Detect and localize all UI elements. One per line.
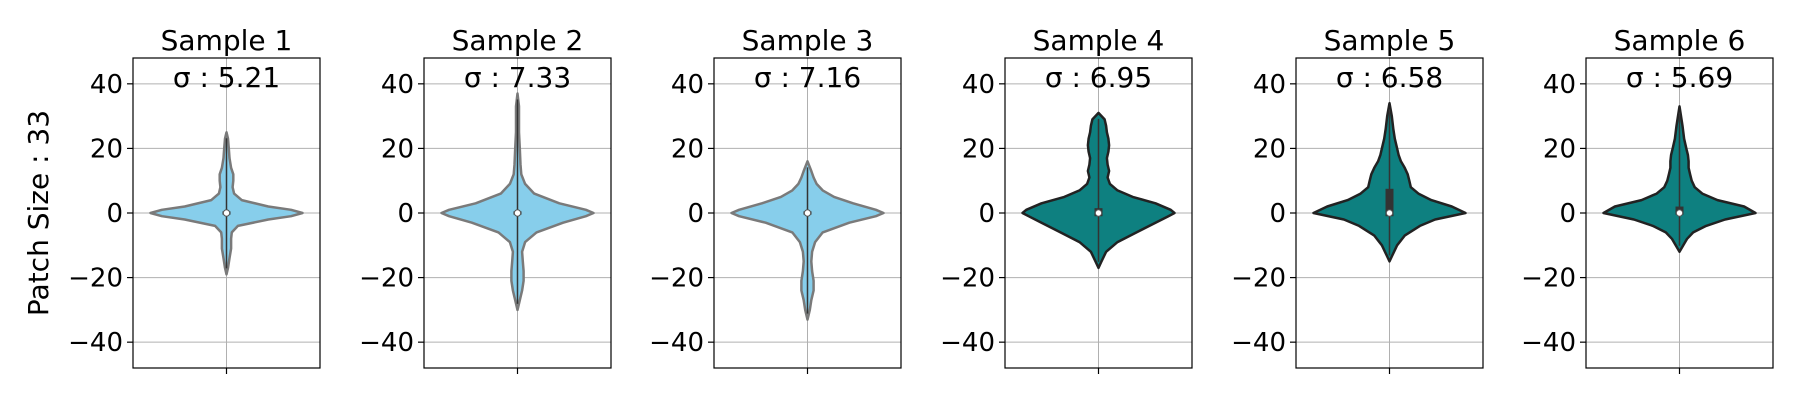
y-tick-label: 0 (1559, 199, 1576, 229)
panel-title: Sample 1 (161, 24, 293, 57)
violin-panel-5: −40 −20 0 20 40 Sample 5 σ : 6.58 (1231, 24, 1484, 374)
y-axis-label: Patch Size : 33 (22, 110, 55, 316)
y-tick-label: −40 (1521, 328, 1576, 358)
y-tick-label: −20 (1521, 264, 1576, 294)
violin-median-marker (222, 209, 231, 217)
sigma-annotation: σ : 5.21 (173, 61, 280, 94)
violin-panels: −40 −20 0 20 40 Sample 1 σ : 5.21 −40 −20 0 20 40 Sa… (68, 24, 1774, 374)
y-tick-label: 20 (962, 134, 995, 164)
y-tick-label: 0 (978, 199, 995, 229)
y-tick-label: −40 (940, 328, 995, 358)
y-tick-label: −40 (649, 328, 704, 358)
y-tick-label: −20 (68, 264, 123, 294)
y-tick-label: 0 (106, 199, 123, 229)
violin-median-marker (1675, 209, 1684, 217)
y-tick-label: 0 (1269, 199, 1286, 229)
violin-median-marker (1385, 209, 1394, 217)
panel-title: Sample 4 (1033, 24, 1165, 57)
violin-panel-6: −40 −20 0 20 40 Sample 6 σ : 5.69 (1521, 24, 1774, 374)
y-tick-label: −20 (649, 264, 704, 294)
violin-panel-1: −40 −20 0 20 40 Sample 1 σ : 5.21 (68, 24, 321, 374)
panel-title: Sample 2 (452, 24, 584, 57)
y-tick-label: 40 (1253, 70, 1286, 100)
y-tick-label: 0 (687, 199, 704, 229)
panel-title: Sample 6 (1614, 24, 1746, 57)
sigma-annotation: σ : 7.16 (754, 61, 861, 94)
y-tick-label: 20 (671, 134, 704, 164)
sigma-annotation: σ : 6.58 (1336, 61, 1443, 94)
y-tick-label: −40 (68, 328, 123, 358)
y-tick-label: 40 (90, 70, 123, 100)
y-tick-label: 20 (1253, 134, 1286, 164)
y-tick-label: −40 (359, 328, 414, 358)
panel-title: Sample 5 (1324, 24, 1456, 57)
y-tick-label: −20 (940, 264, 995, 294)
violin-median-marker (1094, 209, 1103, 217)
y-tick-label: 40 (1543, 70, 1576, 100)
sigma-annotation: σ : 6.95 (1045, 61, 1152, 94)
violin-panel-3: −40 −20 0 20 40 Sample 3 σ : 7.16 (649, 24, 902, 374)
y-tick-label: −20 (359, 264, 414, 294)
panel-title: Sample 3 (742, 24, 874, 57)
y-tick-label: −40 (1231, 328, 1286, 358)
y-tick-label: −20 (1231, 264, 1286, 294)
violin-panel-4: −40 −20 0 20 40 Sample 4 σ : 6.95 (940, 24, 1193, 374)
sigma-annotation: σ : 7.33 (464, 61, 571, 94)
violin-panel-2: −40 −20 0 20 40 Sample 2 σ : 7.33 (359, 24, 612, 374)
violin-iqr-box (1385, 188, 1394, 217)
y-tick-label: 40 (962, 70, 995, 100)
y-tick-label: 40 (381, 70, 414, 100)
sigma-annotation: σ : 5.69 (1626, 61, 1733, 94)
y-tick-label: 0 (397, 199, 414, 229)
y-tick-label: 40 (671, 70, 704, 100)
y-tick-label: 20 (1543, 134, 1576, 164)
violin-median-marker (513, 209, 522, 217)
violin-median-marker (803, 209, 812, 217)
y-tick-label: 20 (381, 134, 414, 164)
y-tick-label: 20 (90, 134, 123, 164)
